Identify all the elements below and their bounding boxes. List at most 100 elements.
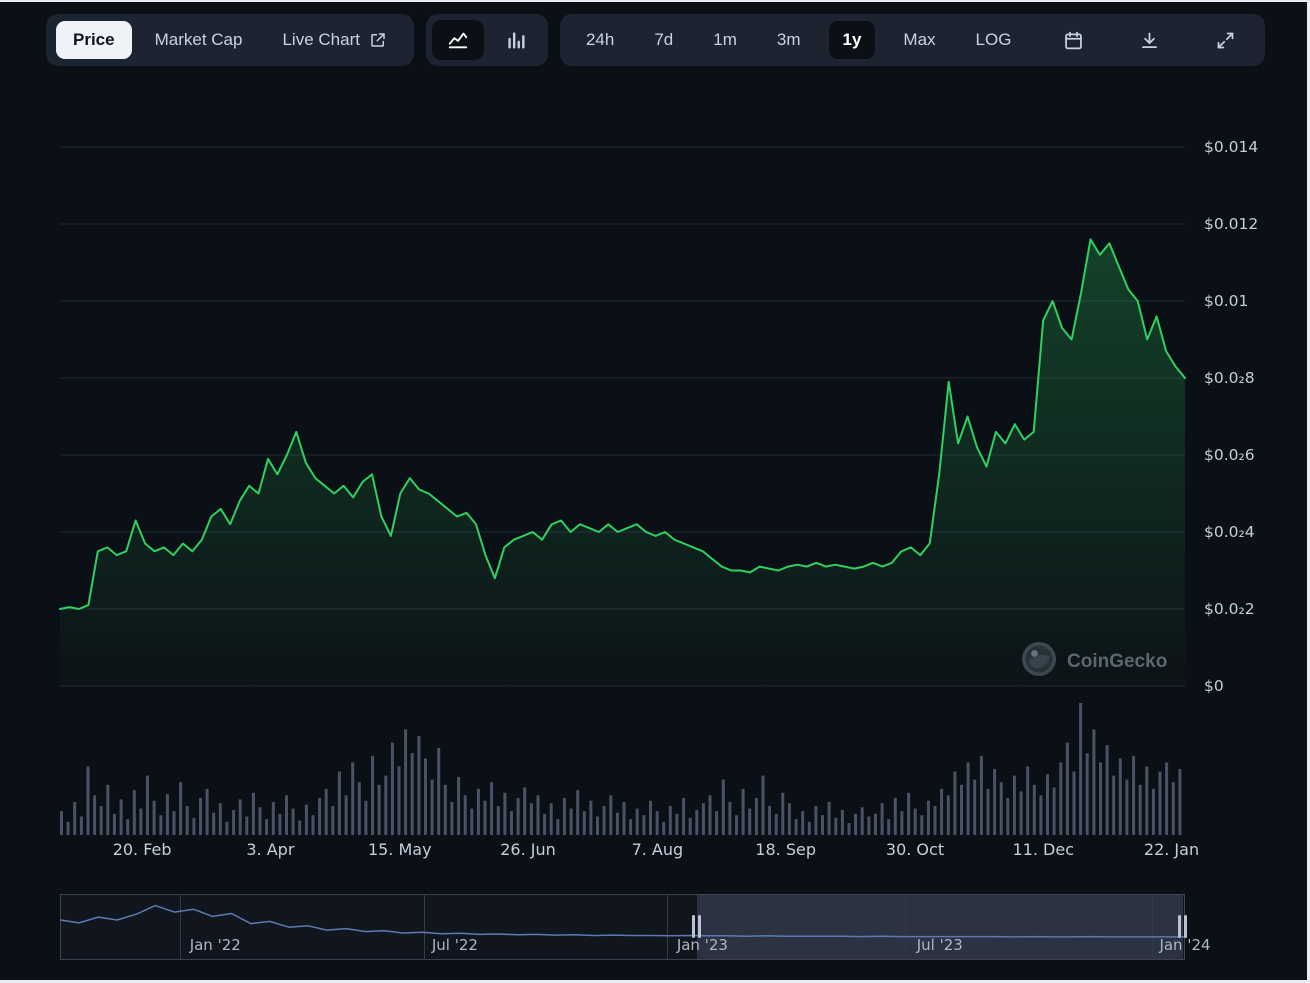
line-chart-icon [447,29,469,51]
volume-bar [814,806,818,835]
volume-bar [165,794,169,835]
navigator-left-handle[interactable] [691,915,703,938]
volume-bar [635,808,639,835]
volume-bar [73,802,77,835]
x-axis-label: 20. Feb [112,840,172,859]
log-scale-toggle[interactable]: LOG [964,21,1024,59]
y-axis-label: $0.01 [1204,292,1249,310]
volume-bar [761,775,765,835]
volume-bar [351,762,355,835]
volume-bar [337,771,341,835]
volume-bar [715,811,719,835]
volume-bar [642,815,646,835]
volume-bar [966,762,970,835]
volume-bar [179,782,183,835]
volume-bar [278,813,282,835]
tab-live-chart[interactable]: Live Chart [265,21,403,59]
watermark-label: CoinGecko [1067,650,1168,672]
x-axis-label: 18. Sep [755,840,816,859]
bar-chart-type-button[interactable] [490,20,542,60]
date-range-button[interactable] [1047,20,1099,60]
navigator-label: Jan '24 [1159,936,1211,954]
navigator-label: Jan '22 [189,936,241,954]
volume-bar [298,820,302,835]
volume-bar [371,755,374,835]
volume-bar [490,782,494,835]
volume-bar [562,798,566,835]
y-axis-label: $0.0₂2 [1204,600,1255,618]
volume-bar [1105,745,1109,835]
volume-bar [238,799,242,835]
volume-bar [1151,788,1155,835]
volume-bar [1138,784,1142,835]
volume-bar [377,784,381,835]
navigator-label: Jul '22 [431,936,478,954]
range-7d[interactable]: 7d [642,21,685,59]
x-axis-label: 15. May [367,840,432,859]
volume-bar [1026,766,1030,835]
volume-bar [887,819,891,835]
volume-bar [748,808,752,835]
volume-bar [596,816,599,835]
volume-bar [953,771,957,835]
volume-bar [503,792,507,835]
volume-bar [708,795,712,835]
volume-bar [1072,771,1076,835]
volume-bar [60,811,63,835]
volume-bar [218,803,222,835]
volume-bar [390,742,394,835]
volume-bar [682,798,686,835]
volume-bar [556,819,560,835]
volume-bar [251,792,255,835]
navigator-right-handle[interactable] [1177,915,1189,938]
volume-bar [93,795,97,835]
volume-bar [285,795,288,835]
volume-bar [364,800,368,835]
tab-market-cap[interactable]: Market Cap [138,21,260,59]
expand-icon [1215,30,1236,51]
volume-bar [668,806,672,835]
volume-bar [146,775,149,835]
range-3m[interactable]: 3m [765,21,813,59]
navigator-label: Jul '23 [916,936,963,954]
volume-bar [245,816,249,835]
download-button[interactable] [1123,20,1175,60]
volume-bar [199,798,202,835]
fullscreen-button[interactable] [1199,20,1251,60]
volume-bar [404,729,408,835]
volume-bar [827,802,831,835]
volume-bar [840,809,844,835]
volume-bar [106,784,110,835]
volume-bar [66,821,70,835]
volume-bar [536,795,540,835]
volume-bar [119,799,123,835]
volume-bar [139,808,143,835]
volume-bar [384,775,388,835]
volume-bar [860,807,864,835]
volume-bar [1178,769,1182,835]
volume-bar [424,758,427,835]
volume-bar [900,811,904,835]
volume-bar [609,795,613,835]
volume-bar [1112,775,1116,835]
range-1y[interactable]: 1y [828,21,876,59]
volume-bar [483,800,487,835]
volume-bar [311,815,315,835]
volume-bar [1065,742,1069,835]
volume-bar [205,788,209,835]
range-max[interactable]: Max [891,21,947,59]
tab-price[interactable]: Price [56,21,132,59]
y-axis-label: $0.0₂4 [1204,523,1255,541]
volume-bar [582,811,586,835]
handle-grip [698,915,702,938]
volume-bar [1158,771,1162,835]
volume-bar [265,819,269,835]
line-chart-type-button[interactable] [431,20,484,60]
tab-live-chart-label: Live Chart [282,30,360,49]
volume-bar [880,803,884,835]
x-axis-label: 3. Apr [246,840,295,859]
range-1m[interactable]: 1m [701,21,749,59]
range-24h[interactable]: 24h [574,21,626,59]
